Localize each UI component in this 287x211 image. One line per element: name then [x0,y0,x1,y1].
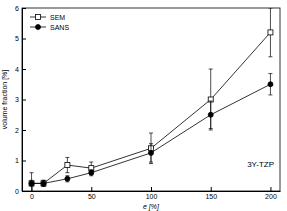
axis-line [23,191,281,192]
error-bar [268,74,272,95]
error-bar [42,180,46,186]
series-line [32,84,271,183]
tick-label: 6 [15,5,19,12]
legend-label: SANS [50,24,69,31]
error-bar [149,133,153,164]
point [268,82,273,87]
tick-mark [151,187,152,191]
tick: 2 [15,127,26,134]
tick-mark [22,191,26,192]
tick: 1 [15,157,26,164]
point [149,150,154,155]
tick-mark [270,187,271,191]
error-bar [30,173,34,191]
error-bar [89,170,93,176]
legend-marker [36,25,41,30]
tick-label: 2 [15,127,19,134]
tick-label: 4 [15,66,19,73]
point [29,181,34,186]
error-bar [30,180,34,186]
tick-mark [22,39,26,40]
error-bar [268,8,272,57]
tick-label: 3 [15,96,19,103]
tick-label: 5 [15,35,19,42]
error-bar [65,176,69,182]
legend-label: SEM [50,14,65,21]
error-bar [209,101,213,128]
legend-marker [36,15,41,20]
tick: 150 [205,187,217,200]
tick-mark [22,8,26,9]
error-bar [209,69,213,130]
tick-label: 50 [88,193,96,200]
tick-label: 0 [30,193,34,200]
error-bar [89,162,93,174]
series-line [32,32,271,183]
tick-label: 150 [205,193,217,200]
plot-area: 0 50 100 150 200 0 1 2 3 4 5 6 SEM SANS 3Y-TZP [15,5,280,200]
tick: 3 [15,96,26,103]
tick-mark [22,100,26,101]
tick-label: 0 [15,188,19,195]
marks [29,8,273,191]
tick: 6 [15,5,26,12]
tick: 200 [265,187,277,200]
tick-mark [211,187,212,191]
tick: 4 [15,66,26,73]
legend: SEM SANS [30,14,69,31]
tick: 0 [30,187,34,200]
error-bar [149,144,153,162]
point [208,112,213,117]
x-axis: 0 50 100 150 200 [23,187,281,200]
annotation: 3Y-TZP [247,160,274,169]
tick: 0 [15,188,26,195]
tick-mark [22,69,26,70]
point [65,176,70,181]
point [268,30,273,35]
tick-label: 200 [265,193,277,200]
tick: 5 [15,35,26,42]
point [65,163,70,168]
tick-mark [22,161,26,162]
x-axis-title: e [%] [143,203,160,211]
tick: 100 [146,187,158,200]
chart: 0 50 100 150 200 0 1 2 3 4 5 6 SEM SANS 3Y-TZP e [%] vol… [0,0,287,211]
tick-label: 1 [15,157,19,164]
tick-mark [91,187,92,191]
error-bar [65,157,69,172]
error-bar [42,180,46,186]
point [41,181,46,186]
tick-mark [22,130,26,131]
point [89,170,94,175]
tick: 50 [88,187,96,200]
plot-frame [22,8,280,191]
y-axis: 0 1 2 3 4 5 6 [15,5,26,195]
point [41,181,46,186]
tick-label: 100 [146,193,158,200]
point [29,181,34,186]
y-axis-title: volume fraction [%] [1,70,9,130]
